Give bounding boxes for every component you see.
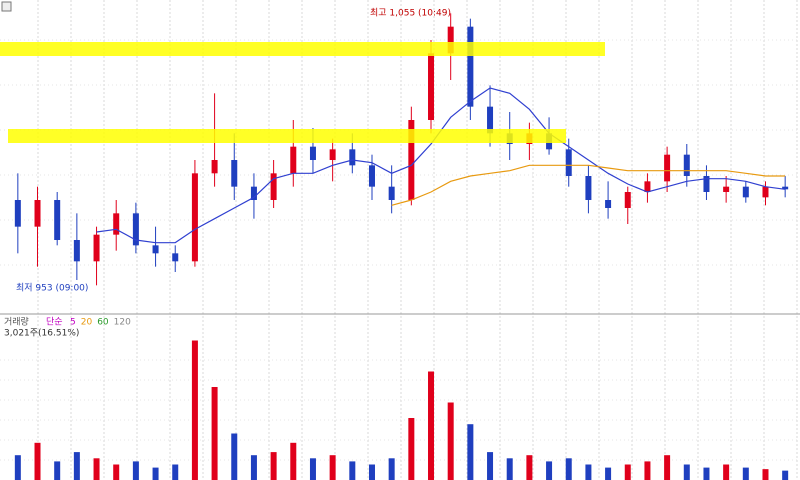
candle-body: [467, 26, 474, 107]
candle-body: [34, 200, 41, 227]
candle-body: [428, 53, 435, 121]
volume-bar: [664, 455, 671, 480]
volume-bar: [506, 458, 513, 480]
volume-bar: [54, 461, 61, 480]
candle-body: [290, 146, 297, 174]
volume-bar: [742, 467, 749, 480]
candle-body: [172, 253, 179, 262]
candle-body: [270, 173, 277, 200]
volume-bar: [428, 371, 435, 480]
candle-body: [742, 186, 749, 198]
volume-bar: [565, 458, 572, 480]
candle-body: [683, 154, 690, 176]
volume-bar: [14, 455, 21, 480]
candle-body: [565, 149, 572, 176]
volume-bar: [723, 464, 730, 480]
highlight: [8, 129, 566, 143]
volume-bar: [309, 458, 316, 480]
marks: [14, 13, 789, 480]
volume-bar: [113, 464, 120, 480]
volume-bar: [388, 458, 395, 480]
volume-bar: [211, 387, 218, 480]
candle-body: [408, 120, 415, 200]
candle-body: [664, 154, 671, 182]
ma-period: 20: [81, 318, 93, 328]
candle-body: [54, 200, 61, 240]
volume-bar: [231, 433, 238, 480]
candle-body: [250, 186, 257, 200]
candle-body: [585, 176, 592, 200]
volume-bar: [368, 464, 375, 480]
ma-period: 60: [97, 318, 109, 328]
volume-bar: [624, 464, 631, 480]
candle-body: [152, 245, 159, 254]
volume-bar: [172, 464, 179, 480]
volume-bar: [34, 442, 41, 480]
candle-body: [762, 186, 769, 198]
volume-bar: [683, 464, 690, 480]
current-volume: 3,021주(16.51%): [4, 328, 79, 339]
volume-bar: [447, 402, 454, 480]
volume-title: 거래량: [4, 316, 29, 328]
candle-body: [703, 176, 710, 192]
volume-bar: [487, 452, 494, 480]
volume-bar: [546, 461, 553, 480]
candle-body: [447, 26, 454, 54]
volume-bar: [152, 467, 159, 480]
volume-bar: [526, 455, 533, 480]
menu-icon[interactable]: [1, 1, 12, 12]
candle-body: [211, 160, 218, 174]
volume-bar: [782, 470, 789, 480]
volume-bar: [585, 464, 592, 480]
candle-body: [309, 146, 316, 160]
candle-body: [782, 186, 789, 190]
volume-bar: [329, 455, 336, 480]
candle-body: [231, 160, 238, 187]
volume-bar: [73, 452, 80, 480]
candle-body: [723, 186, 730, 192]
volume-bar: [93, 458, 100, 480]
candle-body: [368, 165, 375, 187]
volume-bar: [762, 469, 769, 480]
candle-body: [644, 181, 651, 192]
low-annotation: 최저 953 (09:00): [16, 283, 88, 294]
volume-bar: [250, 455, 257, 480]
candle-body: [349, 149, 356, 166]
candle-body: [329, 149, 336, 160]
candle-body: [624, 192, 631, 208]
volume-bar: [644, 461, 651, 480]
high-annotation: 최고 1,055 (10:49): [370, 8, 451, 19]
volume-bar: [191, 340, 198, 480]
candle-body: [388, 186, 395, 200]
candle-body: [113, 213, 120, 235]
volume-bar: [605, 467, 612, 480]
volume-bar: [467, 424, 474, 480]
candle-body: [14, 200, 21, 227]
volume-bar: [349, 461, 356, 480]
candle-body: [191, 173, 198, 262]
volume-bar: [290, 442, 297, 480]
candle-body: [132, 213, 139, 246]
ma-line: [391, 164, 786, 206]
ma-period: 120: [114, 318, 131, 328]
volume-bar: [703, 467, 710, 480]
candle-body: [487, 106, 494, 134]
candle-body: [93, 234, 100, 262]
ma-prefix: 단순: [46, 317, 63, 328]
highlight: [0, 42, 605, 56]
candle-body: [605, 200, 612, 208]
volume-bar: [408, 418, 415, 480]
candle-body: [73, 240, 80, 262]
volume-bar: [132, 461, 139, 480]
volume-bar: [270, 452, 277, 480]
ma-period: 5: [70, 318, 76, 328]
